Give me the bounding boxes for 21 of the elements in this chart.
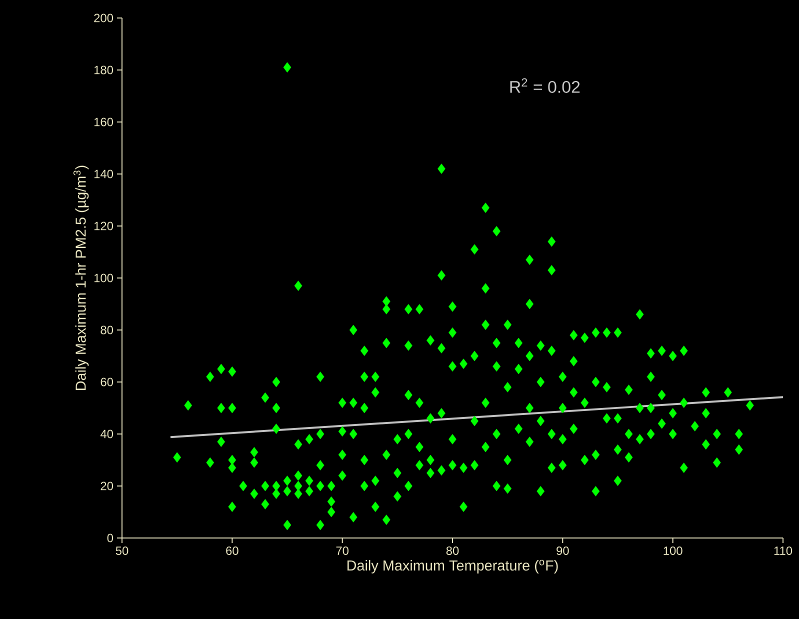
x-tick-label: 80 xyxy=(446,546,459,555)
x-tick-label: 90 xyxy=(556,546,569,555)
y-tick-label: 100 xyxy=(94,274,114,282)
y-tick-label: 0 xyxy=(107,534,114,542)
y-tick-label: 40 xyxy=(100,430,114,438)
y-tick-label: 80 xyxy=(100,326,114,334)
y-tick-label: 120 xyxy=(94,222,114,230)
x-tick-label: 70 xyxy=(336,546,349,555)
y-tick-label: 160 xyxy=(94,118,114,126)
y-tick-label: 140 xyxy=(94,170,114,178)
y-axis-title: Daily Maximum 1-hr PM2.5 (µg/m$^{3}$) xyxy=(73,166,89,390)
x-tick-label: 100 xyxy=(664,546,682,555)
x-tick-label: 60 xyxy=(226,546,238,555)
y-tick-label: 60 xyxy=(100,378,114,386)
x-axis-title: Daily Maximum Temperature ($^{o}$F) xyxy=(347,560,558,574)
y-tick-label: 20 xyxy=(100,482,114,490)
x-tick-label: 110 xyxy=(774,546,792,555)
x-tick-label: 50 xyxy=(116,546,128,555)
annotation: R$^{2}$ = 0.02 xyxy=(510,78,580,93)
y-tick-label: 200 xyxy=(94,14,114,22)
y-tick-label: 180 xyxy=(94,66,114,74)
